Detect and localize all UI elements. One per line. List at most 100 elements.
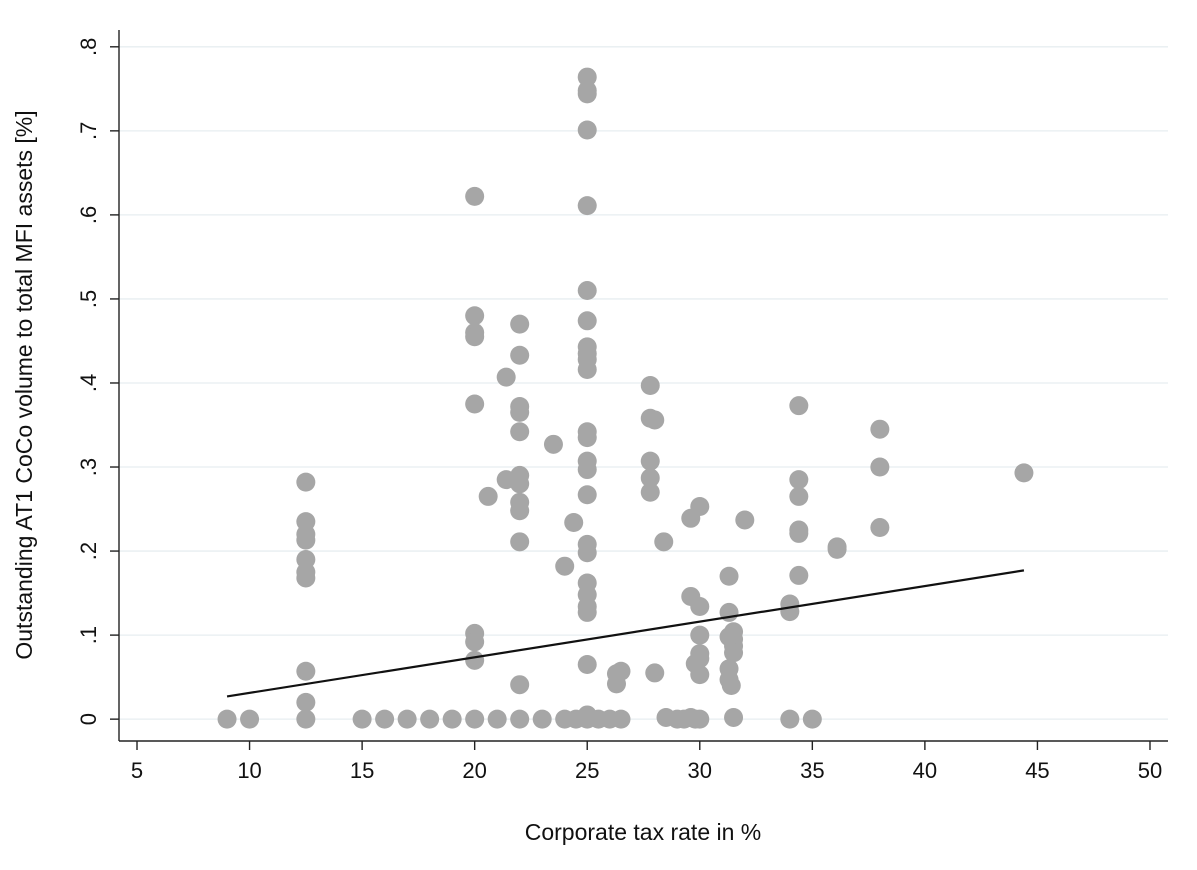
- data-point: [640, 468, 660, 488]
- data-point: [296, 568, 316, 588]
- data-point: [465, 632, 485, 652]
- data-point: [690, 709, 710, 729]
- data-point: [420, 709, 440, 729]
- data-point: [510, 402, 530, 422]
- data-point: [611, 661, 631, 681]
- data-point: [577, 543, 597, 563]
- data-point: [724, 643, 744, 663]
- data-point: [532, 709, 552, 729]
- data-point: [577, 281, 597, 301]
- data-point: [640, 482, 660, 502]
- data-point: [690, 649, 710, 669]
- y-axis-title: Outstanding AT1 CoCo volume to total MFI…: [11, 110, 37, 659]
- data-point: [442, 709, 462, 729]
- data-point: [543, 434, 563, 454]
- data-point: [510, 422, 530, 442]
- data-point: [496, 367, 516, 387]
- data-point: [870, 457, 890, 477]
- data-point: [645, 663, 665, 683]
- y-axis-ticks: 0 .1 .2 .3 .4 .5 .6 .7 .8: [76, 38, 119, 725]
- data-point: [577, 428, 597, 448]
- data-point: [870, 419, 890, 439]
- data-point: [827, 539, 847, 559]
- x-tick-label: 25: [575, 758, 599, 783]
- data-point: [555, 556, 575, 576]
- data-point: [465, 306, 485, 326]
- data-point: [577, 67, 597, 87]
- data-point: [375, 709, 395, 729]
- data-point: [397, 709, 417, 729]
- data-point: [510, 501, 530, 521]
- y-tick-label: .2: [76, 542, 101, 560]
- data-point: [870, 518, 890, 538]
- data-point: [577, 311, 597, 331]
- data-point: [780, 602, 800, 622]
- x-tick-label: 30: [688, 758, 712, 783]
- data-point: [789, 523, 809, 543]
- data-point: [510, 314, 530, 334]
- data-point: [217, 709, 237, 729]
- data-point: [789, 396, 809, 416]
- y-tick-label: 0: [76, 713, 101, 725]
- fit-lines: [226, 569, 1025, 698]
- data-point: [510, 675, 530, 695]
- data-point: [654, 532, 674, 552]
- data-point: [690, 497, 710, 517]
- data-point: [240, 709, 260, 729]
- data-point: [789, 486, 809, 506]
- data-point: [465, 650, 485, 670]
- data-point: [690, 665, 710, 685]
- data-point: [645, 410, 665, 430]
- data-point: [296, 472, 316, 492]
- axes: [118, 30, 1168, 742]
- y-tick-label: .8: [76, 38, 101, 56]
- data-point: [478, 486, 498, 506]
- data-point: [690, 597, 710, 617]
- data-point: [296, 709, 316, 729]
- data-point: [789, 470, 809, 490]
- data-point: [296, 530, 316, 550]
- data-point: [296, 692, 316, 712]
- y-tick-label: .1: [76, 626, 101, 644]
- fitted-line: [226, 569, 1025, 698]
- data-point: [640, 451, 660, 471]
- data-point: [465, 186, 485, 206]
- x-tick-label: 10: [237, 758, 261, 783]
- data-point: [721, 676, 741, 696]
- data-point: [640, 376, 660, 395]
- data-point: [577, 360, 597, 380]
- scatter-points: [217, 67, 1034, 729]
- data-point: [465, 709, 485, 729]
- x-tick-label: 50: [1138, 758, 1162, 783]
- data-point: [510, 709, 530, 729]
- x-tick-label: 5: [131, 758, 143, 783]
- data-point: [352, 709, 372, 729]
- data-point: [577, 485, 597, 505]
- data-point: [719, 566, 739, 586]
- data-point: [780, 709, 800, 729]
- data-point: [789, 565, 809, 585]
- data-point: [510, 532, 530, 552]
- y-tick-label: .4: [76, 374, 101, 392]
- data-point: [577, 655, 597, 675]
- y-tick-label: .5: [76, 290, 101, 308]
- data-point: [465, 394, 485, 414]
- y-tick-label: .7: [76, 122, 101, 140]
- data-point: [577, 602, 597, 622]
- data-point: [296, 661, 316, 681]
- x-tick-label: 35: [800, 758, 824, 783]
- x-axis-title: Corporate tax rate in %: [525, 819, 762, 845]
- data-point: [465, 327, 485, 347]
- data-point: [724, 707, 744, 727]
- data-point: [510, 345, 530, 365]
- y-tick-label: .6: [76, 206, 101, 224]
- data-point: [577, 120, 597, 140]
- data-point: [1014, 463, 1034, 483]
- x-tick-label: 45: [1025, 758, 1049, 783]
- data-point: [487, 709, 507, 729]
- data-point: [735, 510, 755, 530]
- x-tick-label: 20: [462, 758, 486, 783]
- y-tick-label: .3: [76, 458, 101, 476]
